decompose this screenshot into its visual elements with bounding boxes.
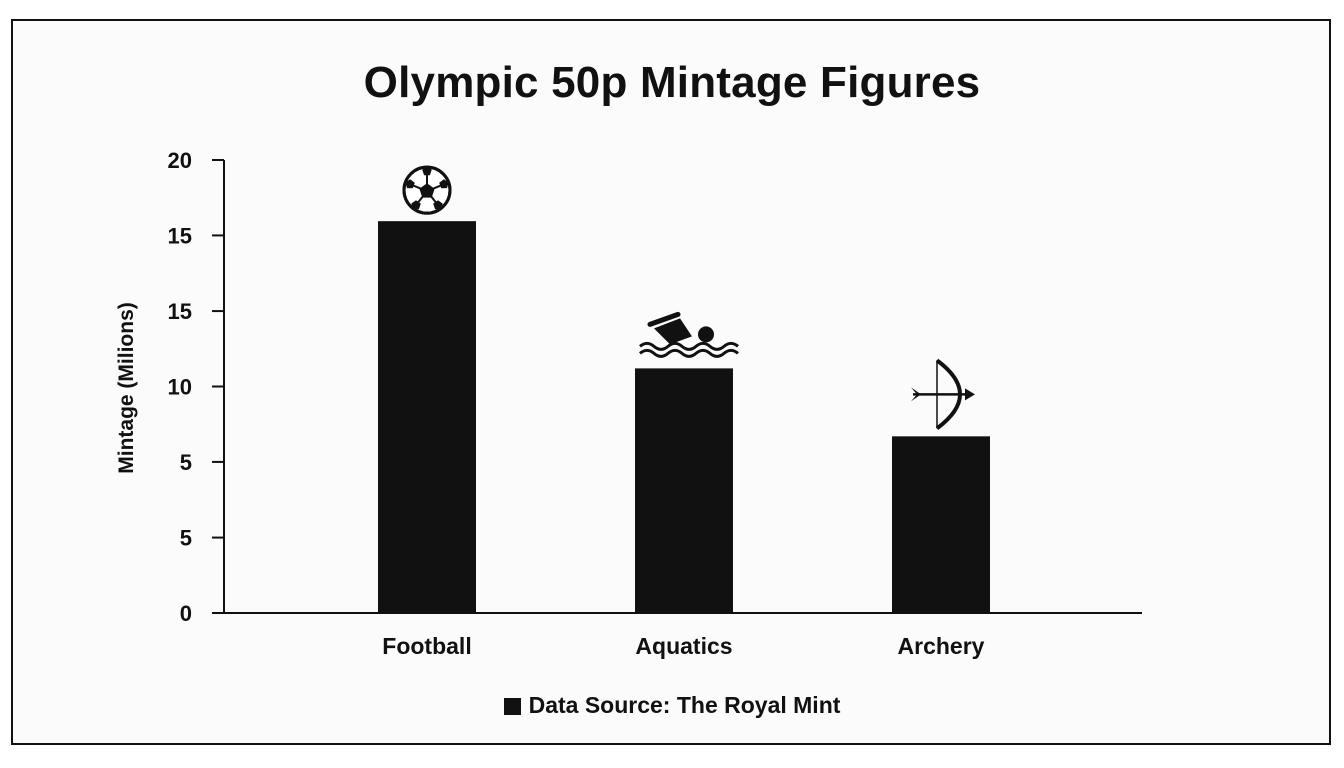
- y-tick-label: 15: [168, 299, 192, 324]
- y-tick-label: 5: [180, 450, 192, 475]
- y-tick-label: 20: [168, 148, 192, 173]
- y-tick-label: 10: [168, 375, 192, 400]
- bar-icons: [402, 165, 975, 430]
- x-tick-label: Archery: [898, 633, 985, 659]
- bars: [378, 221, 990, 613]
- y-tick-label: 5: [180, 526, 192, 551]
- x-tick-label: Aquatics: [635, 633, 732, 659]
- bow-and-arrow-icon: [911, 358, 975, 430]
- y-tick-label: 15: [168, 223, 192, 248]
- y-axis-title: Mintage (Milions): [115, 302, 138, 474]
- chart-title: Olympic 50p Mintage Figures: [363, 58, 981, 107]
- swimmer-icon: [639, 311, 739, 358]
- y-axis-ticks: 0 5 5 10 15 15 20: [168, 148, 224, 626]
- soccer-ball-icon: [402, 165, 452, 215]
- y-tick-label: 0: [180, 601, 192, 626]
- legend-swatch: [503, 698, 521, 715]
- legend: Data Source: The Royal Mint: [0, 692, 1344, 719]
- legend-label: Data Source: The Royal Mint: [528, 692, 841, 718]
- category-labels: Football Aquatics Archery: [382, 633, 984, 659]
- bar-aquatics: [635, 368, 733, 613]
- x-tick-label: Football: [382, 633, 471, 659]
- bar-football: [378, 221, 476, 613]
- bar-archery: [892, 436, 990, 613]
